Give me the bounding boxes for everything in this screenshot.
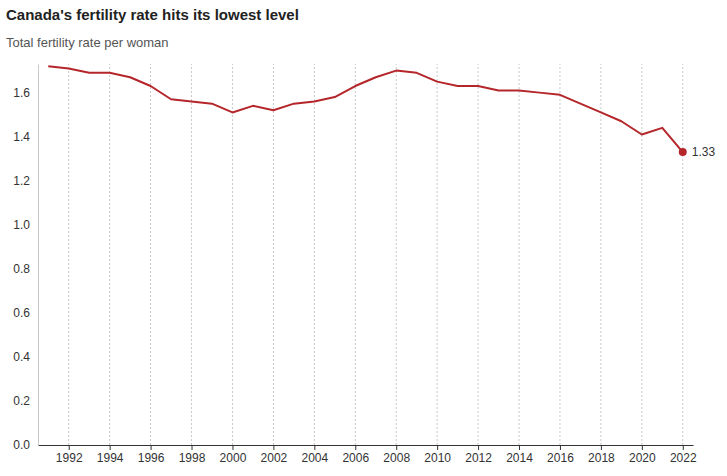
x-tick-mark <box>396 445 397 450</box>
grid <box>69 64 683 445</box>
y-tick: 0.6 <box>13 306 38 320</box>
x-tick: 2004 <box>301 445 328 465</box>
grid-line <box>68 64 69 445</box>
x-tick-label: 2014 <box>506 451 533 465</box>
y-tick: 0.4 <box>13 350 38 364</box>
x-tick: 2012 <box>465 445 492 465</box>
x-tick-mark <box>519 445 520 450</box>
x-tick: 1994 <box>97 445 124 465</box>
x-tick-mark <box>601 445 602 450</box>
subtitle: Total fertility rate per woman <box>6 35 169 50</box>
x-tick-mark <box>560 445 561 450</box>
x-axis-line <box>39 445 694 446</box>
grid-line <box>641 64 642 445</box>
x-tick-label: 2016 <box>547 451 574 465</box>
x-tick: 2020 <box>629 445 656 465</box>
x-tick-label: 2006 <box>342 451 369 465</box>
x-tick-label: 2000 <box>220 451 247 465</box>
grid-line <box>191 64 192 445</box>
y-tick: 1.4 <box>13 130 38 144</box>
x-tick-mark <box>642 445 643 450</box>
x-tick: 1996 <box>138 445 165 465</box>
y-tick-label: 0.2 <box>13 394 30 408</box>
title: Canada's fertility rate hits its lowest … <box>6 6 299 23</box>
x-tick: 2008 <box>383 445 410 465</box>
x-tick: 2016 <box>547 445 574 465</box>
x-tick-mark <box>478 445 479 450</box>
x-tick-mark <box>192 445 193 450</box>
x-tick-label: 2012 <box>465 451 492 465</box>
x-tick-mark <box>232 445 233 450</box>
y-tick: 0.8 <box>13 262 38 276</box>
x-tick-mark <box>437 445 438 450</box>
x-tick-label: 1998 <box>179 451 206 465</box>
y-tick-label: 0.4 <box>13 350 30 364</box>
x-tick: 2002 <box>261 445 288 465</box>
line <box>48 66 683 152</box>
grid-line <box>273 64 274 445</box>
grid-line <box>478 64 479 445</box>
plot-area <box>48 66 687 156</box>
annotation: 1.33 <box>692 145 716 159</box>
x-tick-mark <box>110 445 111 450</box>
grid-line <box>682 64 683 445</box>
x-tick: 2014 <box>506 445 533 465</box>
grid-line <box>150 64 151 445</box>
y-tick-label: 1.4 <box>13 130 30 144</box>
x-tick-label: 2004 <box>301 451 328 465</box>
x-tick: 2000 <box>220 445 247 465</box>
y-tick-label: 1.6 <box>13 86 30 100</box>
y-tick-label: 0.8 <box>13 262 30 276</box>
x-tick-label: 2020 <box>629 451 656 465</box>
x-tick: 1992 <box>56 445 83 465</box>
y-axis-line <box>38 65 39 446</box>
x-tick-label: 1996 <box>138 451 165 465</box>
x-tick-mark <box>151 445 152 450</box>
y-tick-label: 0.0 <box>13 438 30 452</box>
x-tick-label: 2002 <box>261 451 288 465</box>
y-tick: 1.2 <box>13 174 38 188</box>
x-tick: 2018 <box>588 445 615 465</box>
x-tick-mark <box>683 445 684 450</box>
grid-line <box>314 64 315 445</box>
x-tick: 2022 <box>670 445 697 465</box>
grid-line <box>437 64 438 445</box>
x-tick-label: 2010 <box>424 451 451 465</box>
x-tick-label: 2018 <box>588 451 615 465</box>
grid-line <box>519 64 520 445</box>
grid-line <box>559 64 560 445</box>
grid-line <box>396 64 397 445</box>
x-tick-label: 2008 <box>383 451 410 465</box>
x-tick-label: 1992 <box>56 451 83 465</box>
y-tick-label: 1.0 <box>13 218 30 232</box>
grid-line <box>600 64 601 445</box>
y-tick-label: 1.2 <box>13 174 30 188</box>
y-tick: 0.0 <box>13 438 38 452</box>
y-tick: 0.2 <box>13 394 38 408</box>
x-tick: 2006 <box>342 445 369 465</box>
x-tick-label: 1994 <box>97 451 124 465</box>
y-tick: 1.0 <box>13 218 38 232</box>
x-tick-mark <box>273 445 274 450</box>
x-tick-mark <box>355 445 356 450</box>
grid-line <box>232 64 233 445</box>
grid-line <box>109 64 110 445</box>
x-tick-label: 2022 <box>670 451 697 465</box>
x-tick-mark <box>69 445 70 450</box>
y-axis: 0.0 0.2 0.4 0.6 0.8 1.0 1.2 1.4 1.6 <box>13 65 38 453</box>
x-tick-mark <box>314 445 315 450</box>
grid-line <box>355 64 356 445</box>
x-tick: 2010 <box>424 445 451 465</box>
y-tick-label: 0.6 <box>13 306 30 320</box>
y-tick: 1.6 <box>13 86 38 100</box>
end-point <box>679 148 687 156</box>
x-axis: 1992 1994 1996 1998 2000 2002 2004 2006 2008 2010… <box>39 445 697 465</box>
chart: Canada's fertility rate hits its lowest … <box>0 0 727 476</box>
x-tick: 1998 <box>179 445 206 465</box>
